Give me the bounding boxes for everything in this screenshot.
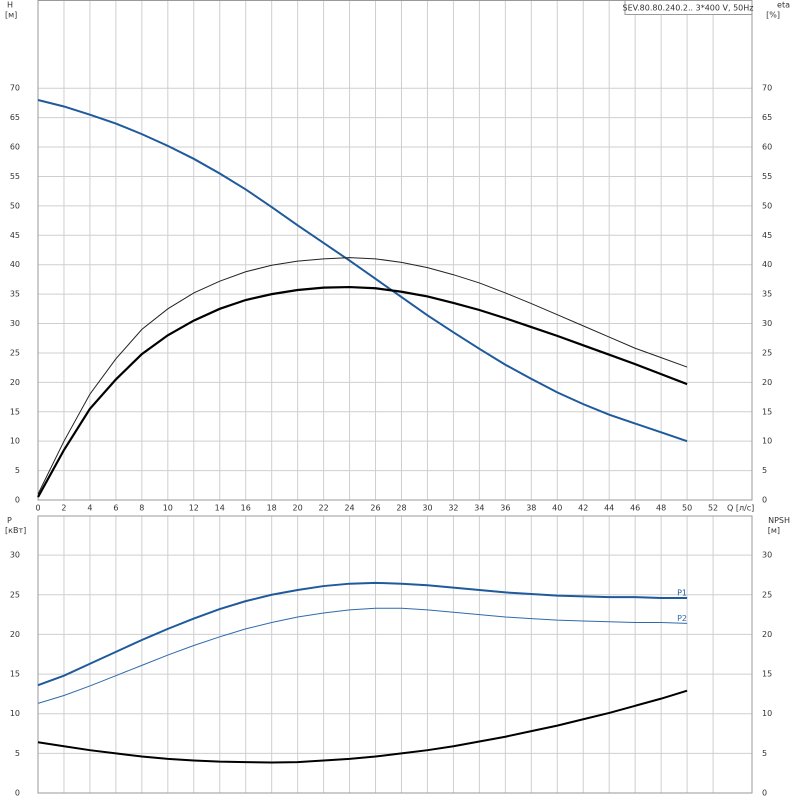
y2-tick-label: 10: [762, 437, 772, 446]
y-tick-label: 5: [15, 466, 20, 475]
x-tick-label: 4: [87, 504, 92, 513]
y-tick-label: 30: [10, 319, 20, 328]
y-tick-label: 30: [10, 551, 20, 560]
y2-tick-label: 40: [762, 260, 772, 269]
x-tick-label: 44: [604, 504, 614, 513]
y-axis-label: H: [7, 1, 13, 10]
x-tick-label: 36: [500, 504, 510, 513]
y2-tick-label: 30: [762, 319, 772, 328]
y-tick-label: 25: [10, 590, 20, 599]
y-tick-label: 35: [10, 290, 20, 299]
y2-tick-label: 25: [762, 590, 772, 599]
x-tick-label: 2: [61, 504, 66, 513]
y-tick-label: 0: [15, 789, 20, 798]
y2-tick-label: 0: [762, 789, 767, 798]
y-tick-label: 5: [15, 749, 20, 758]
y2-tick-label: 15: [762, 407, 772, 416]
y-tick-label: 65: [10, 113, 20, 122]
y-tick-label: 20: [10, 630, 20, 639]
y2-tick-label: 55: [762, 172, 772, 181]
x-tick-label: 0: [35, 504, 40, 513]
y-tick-label: 15: [10, 670, 20, 679]
x-tick-label: 14: [215, 504, 225, 513]
curve: [37, 581, 688, 687]
x-tick-label: 52: [708, 504, 718, 513]
chart-title: SEV.80.80.240.2.. 3*400 V, 50Hz: [623, 4, 754, 13]
x-tick-label: 12: [189, 504, 199, 513]
curve: [37, 99, 688, 443]
x-tick-label: 24: [344, 504, 354, 513]
y2-tick-label: 5: [762, 749, 767, 758]
series-label: P1: [677, 588, 687, 597]
y2-tick-label: 45: [762, 231, 772, 240]
y2-axis-label: eta: [777, 1, 790, 10]
y-tick-label: 10: [10, 437, 20, 446]
curve: [37, 285, 688, 498]
x-tick-label: 10: [163, 504, 173, 513]
x-axis-label: Q [л/с]: [727, 504, 754, 513]
x-tick-label: 16: [241, 504, 251, 513]
y-axis-unit: [м]: [5, 11, 17, 20]
y2-tick-label: 15: [762, 670, 772, 679]
y-axis-label: P: [7, 516, 12, 525]
curve: [37, 257, 688, 495]
title-box: [624, 0, 753, 15]
y-tick-label: 45: [10, 231, 20, 240]
y-tick-label: 10: [10, 709, 20, 718]
x-tick-label: 38: [526, 504, 536, 513]
y2-axis-label: NPSH: [768, 516, 790, 525]
x-tick-label: 40: [552, 504, 562, 513]
y-axis-unit: [кВт]: [5, 526, 26, 535]
y-tick-label: 15: [10, 407, 20, 416]
y2-tick-label: 10: [762, 709, 772, 718]
y2-axis-unit: [%]: [766, 11, 780, 20]
x-tick-label: 50: [682, 504, 692, 513]
series-label: P2: [677, 614, 687, 623]
x-tick-label: 30: [422, 504, 432, 513]
y-tick-label: 50: [10, 201, 20, 210]
y2-axis-unit: [м]: [768, 526, 780, 535]
y2-tick-label: 5: [762, 466, 767, 475]
y-tick-label: 70: [10, 84, 20, 93]
y-tick-label: 25: [10, 348, 20, 357]
y2-tick-label: 20: [762, 378, 772, 387]
x-tick-label: 8: [139, 504, 144, 513]
y2-tick-label: 20: [762, 630, 772, 639]
x-tick-label: 6: [113, 504, 118, 513]
y-tick-label: 20: [10, 378, 20, 387]
y2-tick-label: 30: [762, 551, 772, 560]
curve: [37, 607, 688, 704]
x-tick-label: 34: [474, 504, 484, 513]
x-tick-label: 28: [396, 504, 406, 513]
y2-tick-label: 70: [762, 84, 772, 93]
plot-frame: [37, 0, 753, 501]
y2-tick-label: 50: [762, 201, 772, 210]
x-tick-label: 20: [293, 504, 303, 513]
x-tick-label: 22: [319, 504, 329, 513]
y-tick-label: 40: [10, 260, 20, 269]
curve: [37, 689, 688, 764]
x-tick-label: 18: [267, 504, 277, 513]
y-tick-label: 55: [10, 172, 20, 181]
plot-frame: [37, 515, 753, 794]
x-tick-label: 48: [656, 504, 666, 513]
y2-tick-label: 0: [762, 496, 767, 505]
x-tick-label: 26: [370, 504, 380, 513]
y2-tick-label: 25: [762, 348, 772, 357]
x-tick-label: 32: [448, 504, 458, 513]
x-tick-label: 42: [578, 504, 588, 513]
y2-tick-label: 65: [762, 113, 772, 122]
y-tick-label: 60: [10, 143, 20, 152]
y2-tick-label: 60: [762, 143, 772, 152]
x-tick-label: 46: [630, 504, 640, 513]
y-tick-label: 0: [15, 496, 20, 505]
y2-tick-label: 35: [762, 290, 772, 299]
